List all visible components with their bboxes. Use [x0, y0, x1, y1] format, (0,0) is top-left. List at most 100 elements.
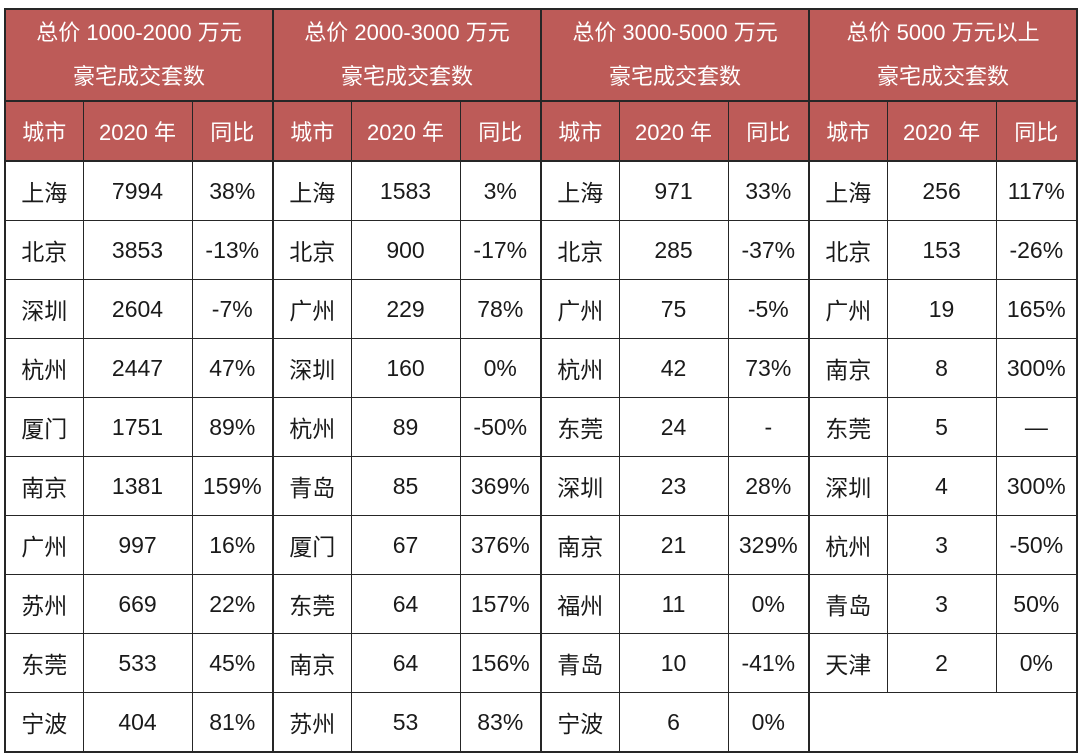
col-header-city: 城市 [272, 100, 352, 162]
group-title-line1: 总价 5000 万元以上 [846, 20, 1040, 45]
value-2020-cell: 85 [350, 456, 461, 516]
city-cell: 杭州 [540, 338, 620, 398]
group-title-line2: 豪宅成交套数 [341, 64, 474, 89]
yoy-cell: 300% [995, 456, 1078, 516]
city-cell: 广州 [4, 515, 84, 575]
city-cell: 青岛 [540, 633, 620, 693]
city-cell: 青岛 [808, 574, 888, 634]
yoy-cell: -50% [459, 397, 542, 457]
col-header-yoy: 同比 [459, 100, 542, 162]
col-header-yoy: 同比 [995, 100, 1078, 162]
yoy-cell: 157% [459, 574, 542, 634]
value-2020-cell: 7994 [82, 160, 193, 221]
column-header-row: 城市 2020 年 同比 城市 2020 年 同比 城市 2020 年 同比 城… [4, 100, 1078, 162]
yoy-cell: — [995, 397, 1078, 457]
yoy-cell: -50% [995, 515, 1078, 575]
city-cell: 东莞 [4, 633, 84, 693]
yoy-cell: 0% [459, 338, 542, 398]
city-cell: 南京 [808, 338, 888, 398]
yoy-cell: 38% [191, 160, 274, 221]
value-2020-cell: 997 [82, 515, 193, 575]
yoy-cell: 50% [995, 574, 1078, 634]
yoy-cell: 376% [459, 515, 542, 575]
city-cell: 上海 [4, 160, 84, 221]
value-2020-cell: 21 [618, 515, 729, 575]
value-2020-cell: 229 [350, 279, 461, 339]
value-2020-cell: 2447 [82, 338, 193, 398]
value-2020-cell: 160 [350, 338, 461, 398]
city-cell: 深圳 [808, 456, 888, 516]
yoy-cell: 73% [727, 338, 810, 398]
table-row: 厦门 1751 89% 杭州 89 -50% 东莞 24- 东莞 5— [4, 397, 1078, 457]
group-title-5000-plus: 总价 5000 万元以上 豪宅成交套数 [808, 8, 1078, 102]
group-title-line2: 豪宅成交套数 [877, 64, 1010, 89]
col-header-2020: 2020 年 [82, 100, 193, 162]
value-2020-cell: 1381 [82, 456, 193, 516]
table-row: 杭州 2447 47% 深圳 160 0% 杭州 42 73% 南京 8 300% [4, 338, 1078, 398]
city-cell: 厦门 [272, 515, 352, 575]
value-2020-cell: 10 [618, 633, 729, 693]
city-cell: 杭州 [808, 515, 888, 575]
value-2020-cell: 89 [350, 397, 461, 457]
yoy-cell: 369% [459, 456, 542, 516]
table-row: 苏州 669 22% 东莞 64 157% 福州 11 0% 青岛 3 50% [4, 574, 1078, 634]
city-cell: 广州 [808, 279, 888, 339]
yoy-cell: 78% [459, 279, 542, 339]
yoy-cell: -37% [727, 220, 810, 280]
yoy-cell: 47% [191, 338, 274, 398]
city-cell: 深圳 [540, 456, 620, 516]
city-cell: 上海 [540, 160, 620, 221]
value-2020-cell: 5 [886, 397, 997, 457]
city-cell: 宁波 [540, 692, 620, 753]
value-2020-cell: 64 [350, 574, 461, 634]
group-title-line1: 总价 1000-2000 万元 [36, 20, 242, 45]
yoy-cell: -13% [191, 220, 274, 280]
value-2020-cell: 11 [618, 574, 729, 634]
city-cell: 东莞 [272, 574, 352, 634]
city-cell: 深圳 [4, 279, 84, 339]
group-title-2000-3000: 总价 2000-3000 万元 豪宅成交套数 [272, 8, 542, 102]
value-2020-cell: 3853 [82, 220, 193, 280]
city-cell: 东莞 [808, 397, 888, 457]
city-cell: 苏州 [272, 692, 352, 753]
col-header-city: 城市 [540, 100, 620, 162]
table-row: 南京 1381 159% 青岛 85 369% 深圳 23 28% 深圳 4 300% [4, 456, 1078, 516]
col-header-2020: 2020 年 [886, 100, 997, 162]
group-title-3000-5000: 总价 3000-5000 万元 豪宅成交套数 [540, 8, 810, 102]
yoy-cell: 0% [727, 574, 810, 634]
table-row: 深圳 2604 -7% 广州 229 78% 广州 75 -5% 广州 19 165% [4, 279, 1078, 339]
value-2020-cell: 23 [618, 456, 729, 516]
city-cell: 上海 [272, 160, 352, 221]
value-2020-cell: 19 [886, 279, 997, 339]
group-title-line2: 豪宅成交套数 [73, 64, 206, 89]
city-cell: 厦门 [4, 397, 84, 457]
value-2020-cell: 900 [350, 220, 461, 280]
col-header-city: 城市 [4, 100, 84, 162]
city-cell: 北京 [808, 220, 888, 280]
value-2020-cell: 533 [82, 633, 193, 693]
yoy-cell: 329% [727, 515, 810, 575]
col-header-city: 城市 [808, 100, 888, 162]
yoy-cell: 81% [191, 692, 274, 753]
group-title-line1: 总价 3000-5000 万元 [572, 20, 778, 45]
value-2020-cell: 3 [886, 515, 997, 575]
yoy-cell: 165% [995, 279, 1078, 339]
col-header-yoy: 同比 [191, 100, 274, 162]
value-2020-cell: 669 [82, 574, 193, 634]
city-cell: 上海 [808, 160, 888, 221]
value-2020-cell: 404 [82, 692, 193, 753]
city-cell: 苏州 [4, 574, 84, 634]
value-2020-cell: 2 [886, 633, 997, 693]
yoy-cell: 0% [727, 692, 810, 753]
value-2020-cell: 1751 [82, 397, 193, 457]
group-title-1000-2000: 总价 1000-2000 万元 豪宅成交套数 [4, 8, 274, 102]
city-cell: 福州 [540, 574, 620, 634]
value-2020-cell: 285 [618, 220, 729, 280]
city-cell: 南京 [272, 633, 352, 693]
city-cell: 南京 [540, 515, 620, 575]
yoy-cell: 117% [995, 160, 1078, 221]
city-cell: 青岛 [272, 456, 352, 516]
value-2020-cell: 3 [886, 574, 997, 634]
value-2020-cell: 971 [618, 160, 729, 221]
